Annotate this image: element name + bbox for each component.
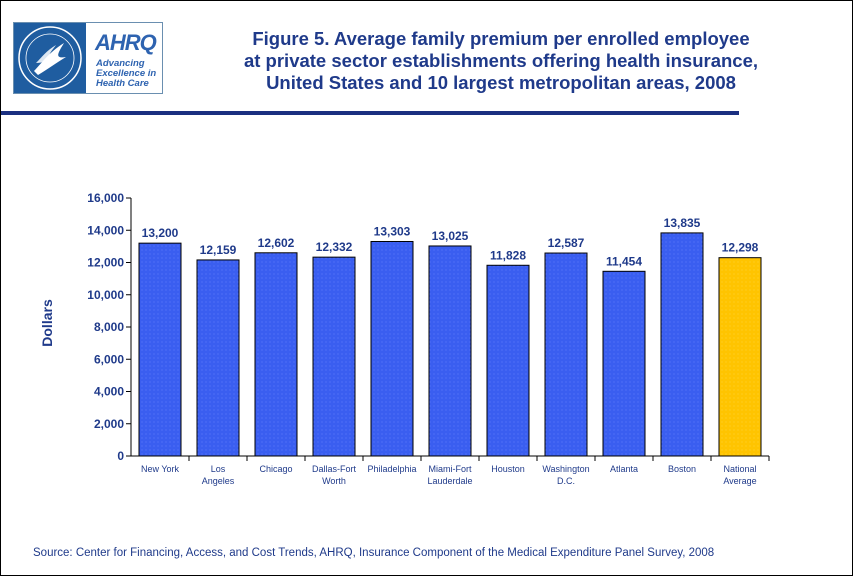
x-tick-label: Worth [322,476,346,486]
ahrq-logo: AHRQ Advancing Excellence in Health Care [13,22,163,94]
x-tick-label: Chicago [259,464,292,474]
x-tick-label: New York [141,464,180,474]
chart-title: Figure 5. Average family premium per enr… [191,28,811,94]
bar [486,264,530,457]
x-tick-label: Houston [491,464,525,474]
data-label: 12,602 [258,236,295,250]
tagline-line: Advancing [96,58,145,69]
hhs-seal-icon [14,23,86,93]
ahrq-wordmark: AHRQ Advancing Excellence in Health Care [91,28,161,90]
y-tick-label: 10,000 [87,288,124,302]
source-note: Source: Center for Financing, Access, an… [33,547,715,559]
y-tick-label: 4,000 [94,385,124,399]
ahrq-tagline: Advancing Excellence in Health Care [91,59,161,89]
ahrq-brand-text: AHRQ [95,30,157,55]
title-line: Figure 5. Average family premium per enr… [252,28,750,49]
bar [312,256,356,457]
bar [196,259,240,457]
bar [602,270,646,457]
data-label: 11,454 [606,254,642,268]
y-tick-label: 0 [117,449,124,463]
y-tick-label: 14,000 [87,223,124,237]
y-tick-label: 12,000 [87,256,124,270]
y-tick-label: 8,000 [94,320,124,334]
y-tick-label: 16,000 [87,191,124,205]
title-divider [1,111,739,115]
bar-highlight [718,257,762,457]
bar [370,240,414,457]
data-label: 13,835 [664,216,701,230]
x-tick-label: D.C. [557,476,575,486]
title-line: United States and 10 largest metropolita… [266,72,736,93]
tagline-line: Health Care [96,78,149,89]
x-tick-label: Philadelphia [367,464,416,474]
data-label: 12,587 [548,236,585,250]
x-tick-label: Average [723,476,756,486]
data-label: 13,200 [142,226,179,240]
data-label: 13,303 [374,224,411,238]
x-tick-label: Atlanta [610,464,638,474]
data-label: 11,828 [490,248,526,262]
x-tick-label: Lauderdale [427,476,472,486]
data-label: 12,332 [316,240,353,254]
data-label: 12,298 [722,241,759,255]
bar [138,242,182,457]
title-line: at private sector establishments offerin… [243,50,759,71]
x-tick-label: Angeles [202,476,235,486]
x-tick-label: Miami-Fort [429,464,472,474]
x-tick-label: Los [211,464,226,474]
data-label: 12,159 [200,243,237,257]
data-label: 13,025 [432,229,469,243]
bar [544,252,588,457]
x-tick-label: Boston [668,464,696,474]
y-tick-label: 6,000 [94,352,124,366]
tagline-line: Excellence in [96,68,157,79]
x-tick-label: Dallas-Fort [312,464,357,474]
bar [428,245,472,457]
x-tick-label: National [723,464,756,474]
y-tick-label: 2,000 [94,417,124,431]
x-tick-label: Washington [542,464,589,474]
bar [254,252,298,457]
bar [660,232,704,457]
